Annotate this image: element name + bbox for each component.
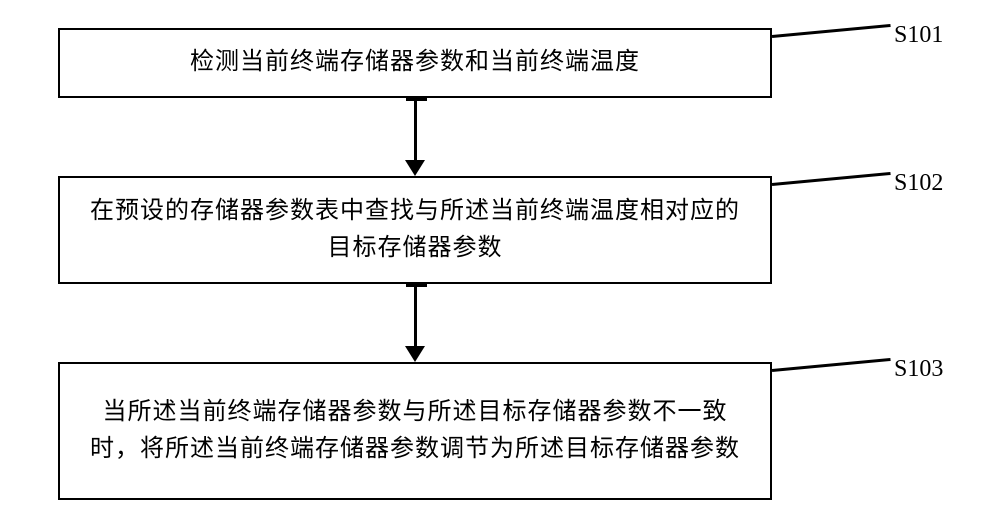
- arrow-head-1: [405, 160, 425, 176]
- arrow-head-2: [405, 346, 425, 362]
- step-label-s103: S103: [894, 356, 943, 383]
- step-box-s103: 当所述当前终端存储器参数与所述目标存储器参数不一致时，将所述当前终端存储器参数调…: [58, 362, 772, 500]
- arrow-line-1: [414, 98, 417, 160]
- step-text-s103: 当所述当前终端存储器参数与所述目标存储器参数不一致时，将所述当前终端存储器参数调…: [80, 394, 750, 468]
- step-box-s102: 在预设的存储器参数表中查找与所述当前终端温度相对应的目标存储器参数: [58, 176, 772, 284]
- arrow-line-2: [414, 284, 417, 346]
- step-text-s102: 在预设的存储器参数表中查找与所述当前终端温度相对应的目标存储器参数: [80, 193, 750, 267]
- step-text-s101: 检测当前终端存储器参数和当前终端温度: [190, 44, 640, 81]
- label-connector-s102: [772, 172, 891, 185]
- flowchart-container: 检测当前终端存储器参数和当前终端温度 S101 在预设的存储器参数表中查找与所述…: [0, 0, 1000, 523]
- step-box-s101: 检测当前终端存储器参数和当前终端温度: [58, 28, 772, 98]
- label-connector-s101: [772, 24, 891, 37]
- label-connector-s103: [772, 358, 891, 371]
- step-label-s101: S101: [894, 22, 943, 49]
- step-label-s102: S102: [894, 170, 943, 197]
